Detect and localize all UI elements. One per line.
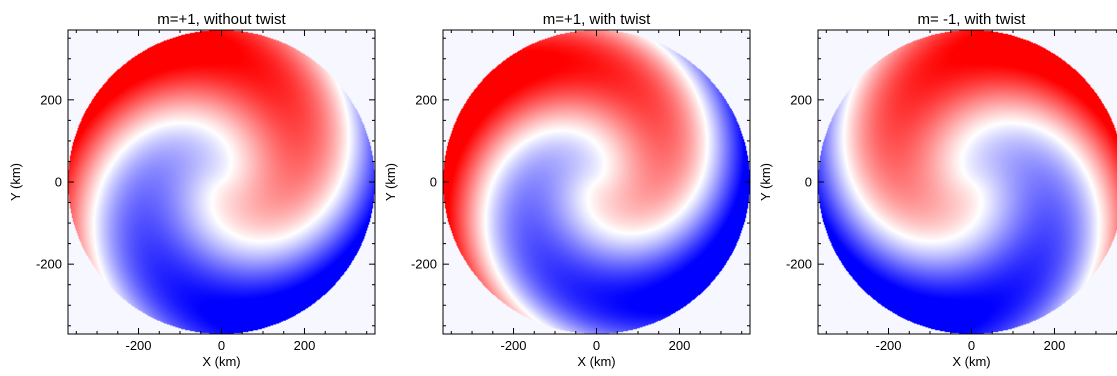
chart-title: m=+1, with twist xyxy=(543,11,651,28)
y-tick-label: 200 xyxy=(40,92,62,107)
y-tick-label: 0 xyxy=(55,175,62,190)
y-tick-label: 200 xyxy=(415,92,437,107)
heatmap-field xyxy=(818,30,1117,334)
x-tick-label: 0 xyxy=(593,338,600,353)
panels: -200 0 200 -200 0 200 m=+1, without twist X (km… xyxy=(8,11,1117,369)
x-tick-label: 0 xyxy=(968,338,975,353)
x-tick-label: 200 xyxy=(669,338,691,353)
heatmap-field xyxy=(68,30,375,334)
chart-title: m=+1, without twist xyxy=(157,11,286,28)
x-tick-label: 0 xyxy=(218,338,225,353)
heatmap-field xyxy=(443,30,750,334)
chart-panel-3: -200 0 200 -200 0 200 m= -1, with twist X (km) Y… xyxy=(758,11,1117,369)
x-axis-label: X (km) xyxy=(577,354,615,369)
y-axis-label: Y (km) xyxy=(758,163,773,201)
x-tick-label: -200 xyxy=(876,338,902,353)
chart-panel-2: -200 0 200 -200 0 200 m=+1, with twist X (km) Y … xyxy=(383,11,751,369)
x-tick-label: -200 xyxy=(126,338,152,353)
y-tick-label: 0 xyxy=(430,175,437,190)
x-tick-label: -200 xyxy=(501,338,527,353)
y-tick-label: -200 xyxy=(36,257,62,272)
chart-panel-1: -200 0 200 -200 0 200 m=+1, without twist X (km… xyxy=(8,11,376,369)
x-tick-label: 200 xyxy=(1044,338,1066,353)
y-axis-label: Y (km) xyxy=(8,163,23,201)
y-tick-label: -200 xyxy=(786,257,812,272)
y-tick-label: 0 xyxy=(805,175,812,190)
x-axis-label: X (km) xyxy=(952,354,990,369)
y-tick-label: 200 xyxy=(790,92,812,107)
y-axis-label: Y (km) xyxy=(383,163,398,201)
x-axis-label: X (km) xyxy=(202,354,240,369)
x-tick-label: 200 xyxy=(294,338,316,353)
chart-title: m= -1, with twist xyxy=(918,11,1027,28)
y-tick-label: -200 xyxy=(411,257,437,272)
